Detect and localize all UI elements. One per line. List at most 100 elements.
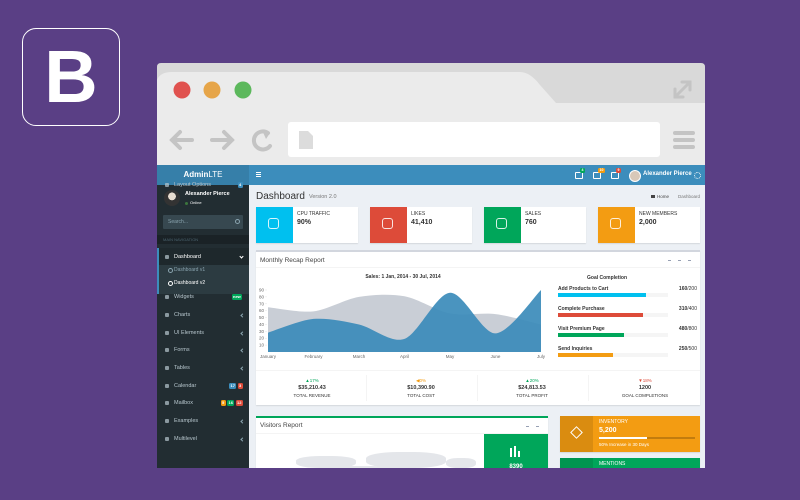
notification-icon[interactable] — [611, 172, 619, 179]
search-box[interactable]: Search... — [163, 215, 243, 229]
menu-toggle-line — [256, 176, 261, 177]
menu-icon — [165, 295, 169, 299]
box-header-border — [256, 267, 700, 268]
content: Dashboard Version 2.0 Home Dashboard CPU TRA… — [249, 185, 705, 468]
settings-icon[interactable] — [694, 172, 701, 179]
sidebar: Alexander Pierce Online Search... MAIN NAVI… — [157, 182, 249, 468]
menu-icon — [165, 401, 169, 405]
menu-item[interactable]: Dashboard — [174, 254, 201, 260]
submenu-icon — [168, 281, 173, 286]
info-box-value: 90% — [297, 219, 312, 226]
inventory-progress-track — [599, 437, 695, 439]
menu-icon — [165, 255, 169, 259]
x-tick-label: July — [537, 354, 546, 359]
stat-change: 0% — [416, 378, 426, 384]
active-item-head — [159, 248, 249, 265]
goal-count: 160200 — [679, 286, 697, 292]
sales-chart: Sales: 1 Jan, 2014 - 30 Jul, 2014 10 20 30 4… — [259, 274, 546, 359]
info-box-icon — [598, 207, 635, 243]
menu-badge: 3 — [237, 383, 243, 389]
chevron — [240, 419, 245, 424]
spark-bar — [514, 446, 516, 457]
user-name[interactable]: Alexander Pierce — [643, 171, 692, 177]
y-tick-label: 90 — [259, 288, 265, 293]
info-box-label: CPU TRAFFIC — [297, 211, 330, 217]
menu-item[interactable]: Multilevel — [174, 436, 197, 442]
goal-value: 160 — [678, 286, 688, 292]
navbar: 4 10 9 Alexander Pierce — [249, 165, 705, 185]
menu-item[interactable]: Tables — [174, 365, 190, 371]
user-avatar[interactable] — [629, 170, 641, 182]
search-icon — [235, 219, 240, 224]
box-header-border — [256, 433, 548, 434]
goal-count: 250500 — [679, 346, 697, 352]
mentions-icon-bg — [560, 458, 593, 468]
inventory-value: 5,200 — [599, 427, 617, 434]
area-series — [268, 290, 541, 352]
spark-bar — [518, 451, 520, 457]
goal-max: 200 — [687, 286, 697, 292]
submenu-item[interactable]: Dashboard v2 — [174, 280, 206, 286]
stat-label: TOTAL COST — [407, 393, 435, 398]
menu-item[interactable]: Forms — [174, 347, 190, 353]
info-box: CPU TRAFFIC 90% — [256, 207, 358, 243]
submenu-item[interactable]: Dashboard v1 — [174, 267, 206, 273]
menu-item[interactable]: Calendar — [174, 383, 197, 389]
stat-change: 20% — [525, 378, 539, 383]
y-tick-label: 20 — [259, 336, 265, 341]
x-tick-label: March — [353, 354, 366, 359]
menu-item[interactable]: Charts — [174, 312, 191, 318]
info-box: LIKES 41,410 — [370, 207, 472, 243]
menu-badge: new — [231, 294, 243, 300]
notification-icon[interactable] — [575, 172, 583, 179]
goal-label: Add Products to Cart — [558, 286, 609, 292]
menu-item[interactable]: Widgets — [174, 294, 194, 300]
goal-bar — [558, 353, 613, 357]
brand[interactable]: AdminLTE — [157, 165, 249, 185]
menu-item[interactable]: Examples — [174, 418, 199, 424]
box-tool[interactable] — [668, 260, 671, 261]
menu-item[interactable]: UI Elements — [174, 330, 204, 336]
info-box-value: 760 — [525, 219, 537, 226]
chevron — [240, 348, 245, 353]
breadcrumb-home[interactable]: Home — [657, 194, 670, 199]
goal-value: 250 — [678, 346, 688, 352]
submenu-icon — [168, 268, 173, 273]
box-tool[interactable] — [526, 426, 529, 427]
section-header: MAIN NAVIGATION — [163, 237, 199, 242]
stat-value: 1200 — [638, 385, 652, 391]
breadcrumb-home-icon — [651, 195, 655, 198]
icon-glyph — [382, 218, 393, 229]
map-land — [446, 458, 476, 468]
goal-track — [558, 353, 668, 357]
menu-item[interactable]: Layout Options — [174, 182, 211, 188]
box-tool[interactable] — [536, 426, 539, 427]
box-tool[interactable] — [678, 260, 681, 261]
status-dot — [185, 201, 188, 205]
mentions-label: MENTIONS — [599, 461, 626, 467]
icon-glyph — [610, 218, 621, 229]
menu-icon — [165, 419, 169, 423]
breadcrumb-current: Dashboard — [678, 194, 701, 199]
box-title: Visitors Report — [260, 422, 303, 429]
menu-badge: 5 — [220, 400, 226, 406]
stat-divider — [588, 375, 589, 401]
stat-value: $35,210.43 — [298, 385, 326, 391]
notification-badge: 4 — [580, 168, 585, 173]
brand-bold: Admin — [183, 170, 209, 179]
inventory-progress — [599, 437, 647, 439]
footer-border — [256, 370, 700, 371]
goal-value: 310 — [678, 306, 688, 312]
bootstrap-logo: B — [22, 28, 120, 126]
notification-icon[interactable] — [593, 172, 601, 179]
box-tool[interactable] — [688, 260, 691, 261]
admin-app: AdminLTE 4 10 9 Alexander Pierce Alexander … — [157, 165, 705, 468]
spark-bar — [510, 448, 512, 457]
menu-item[interactable]: Mailbox — [174, 400, 193, 406]
goal-count: 480800 — [679, 326, 697, 332]
notification-badge: 10 — [598, 168, 605, 173]
menu-badge: 16 — [227, 400, 235, 406]
menu-badge: 17 — [229, 383, 237, 389]
